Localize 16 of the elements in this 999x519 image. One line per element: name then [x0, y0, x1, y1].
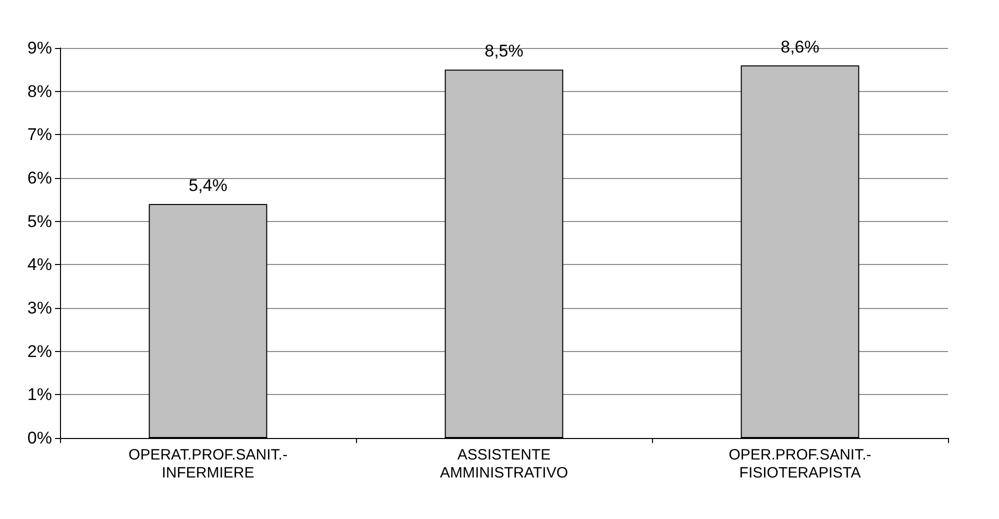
data-label: 8,5%: [484, 42, 524, 61]
x-tick-label: OPER.PROF.SANIT.- FISIOTERAPISTA: [728, 446, 872, 482]
y-tick-label: 1%: [27, 385, 52, 404]
x-tick-label: ASSISTENTE AMMINISTRATIVO: [440, 446, 568, 482]
y-tick-label: 8%: [27, 82, 52, 101]
x-tick-label: OPERAT.PROF.SANIT.- INFERMIERE: [128, 446, 288, 482]
data-label: 5,4%: [188, 176, 228, 195]
y-tick-label: 9%: [27, 38, 52, 58]
y-tick-label: 3%: [27, 298, 52, 318]
y-tick-label: 2%: [27, 342, 52, 361]
y-tick-label: 7%: [27, 125, 52, 144]
y-tick-label: 0%: [27, 428, 52, 448]
y-tick-label: 5%: [27, 212, 52, 231]
y-tick-label: 4%: [27, 255, 52, 274]
data-label: 8,6%: [780, 37, 820, 56]
y-tick-label: 6%: [27, 168, 52, 188]
